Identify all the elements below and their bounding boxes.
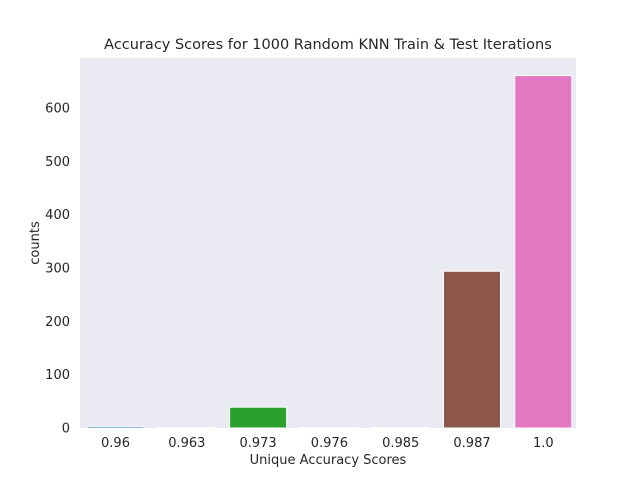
- bar-0.96: [86, 425, 145, 429]
- x-tick-labels: 0.96 0.963 0.973 0.976 0.985 0.987 1.0: [101, 436, 554, 451]
- y-tick-label: 300: [45, 262, 70, 277]
- bar-0.987: [442, 270, 502, 429]
- x-axis-label: Unique Accuracy Scores: [250, 453, 407, 468]
- y-tick-labels: 0 100 200 300 400 500 600: [45, 102, 70, 437]
- x-tick-label: 0.985: [382, 436, 419, 451]
- y-tick-label: 0: [62, 422, 70, 437]
- chart-title: Accuracy Scores for 1000 Random KNN Trai…: [104, 37, 552, 53]
- x-tick-label: 0.976: [311, 436, 348, 451]
- y-tick-label: 400: [45, 208, 70, 223]
- y-tick-label: 600: [45, 102, 70, 117]
- y-tick-label: 200: [45, 315, 70, 330]
- y-tick-label: 500: [45, 155, 70, 170]
- x-tick-label: 0.987: [453, 436, 490, 451]
- x-tick-label: 0.963: [168, 436, 205, 451]
- bar-0.963: [157, 426, 216, 429]
- bar-1.0: [514, 75, 573, 429]
- x-tick-label: 0.96: [101, 436, 130, 451]
- plot-area: [80, 58, 576, 428]
- x-tick-label: 1.0: [533, 436, 554, 451]
- bar-0.973: [229, 406, 288, 429]
- y-axis-label: counts: [28, 221, 43, 265]
- bar-0.976: [300, 426, 359, 429]
- bar-0.985: [371, 426, 430, 429]
- y-tick-label: 100: [45, 368, 70, 383]
- x-tick-label: 0.973: [239, 436, 276, 451]
- bars: [86, 75, 573, 429]
